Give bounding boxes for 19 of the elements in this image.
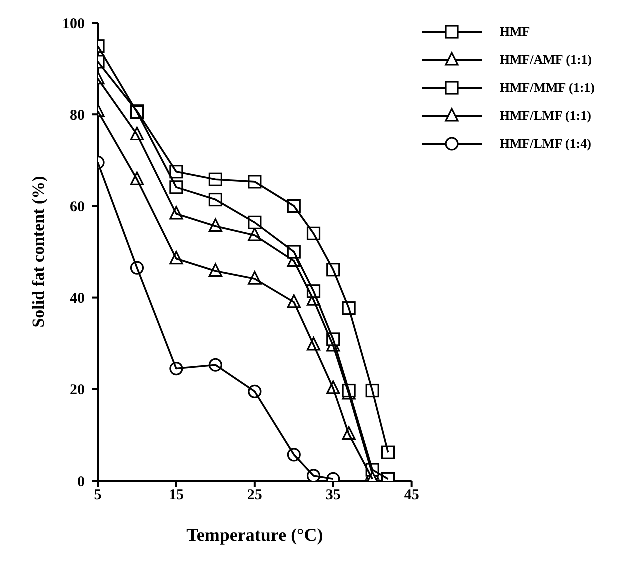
- legend-label: HMF/LMF (1:1): [500, 108, 592, 124]
- x-tick-label: 45: [404, 488, 420, 504]
- x-tick-label: 15: [168, 488, 184, 504]
- legend-label: HMF/MMF (1:1): [500, 80, 595, 96]
- x-tick-label: 25: [247, 488, 262, 504]
- legend-label: HMF/AMF (1:1): [500, 52, 592, 68]
- y-tick-label: 80: [70, 108, 85, 124]
- y-tick-label: 100: [62, 16, 85, 32]
- point: [381, 446, 396, 460]
- legend-label: HMF/LMF (1:4): [500, 136, 592, 152]
- y-tick-label: 0: [78, 474, 85, 490]
- y-tick-label: 20: [70, 382, 85, 399]
- x-tick-label: 5: [94, 488, 102, 504]
- y-axis-title: Solid fat content (%): [29, 176, 48, 328]
- x-axis-title: Temperature (°C): [186, 525, 324, 545]
- legend-label: HMF: [500, 24, 530, 40]
- y-tick-label: 60: [70, 200, 85, 216]
- x-tick-label: 35: [326, 488, 341, 504]
- y-tick-label: 40: [70, 291, 85, 308]
